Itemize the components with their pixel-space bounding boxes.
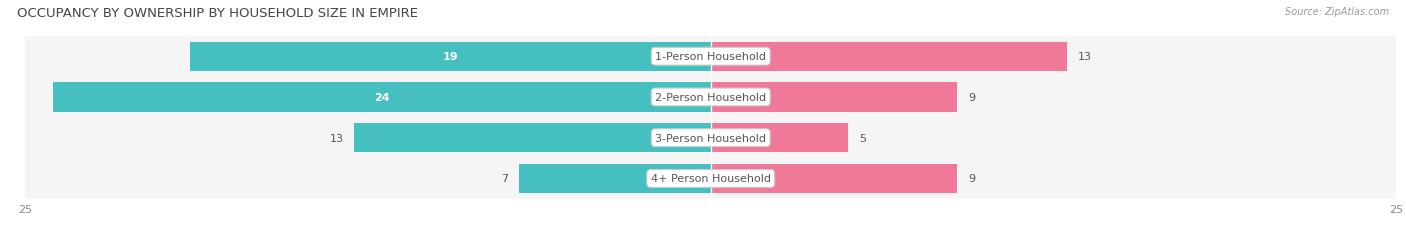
Bar <box>710 83 957 112</box>
Text: 19: 19 <box>443 52 458 62</box>
Bar <box>25 158 1396 199</box>
Bar <box>53 83 710 112</box>
Text: 2-Person Household: 2-Person Household <box>655 93 766 103</box>
Bar <box>354 124 710 153</box>
Bar <box>710 164 957 193</box>
Text: 4+ Person Household: 4+ Person Household <box>651 174 770 184</box>
Text: 3-Person Household: 3-Person Household <box>655 133 766 143</box>
Text: 1-Person Household: 1-Person Household <box>655 52 766 62</box>
Bar <box>190 42 710 72</box>
Text: 5: 5 <box>859 133 866 143</box>
Text: 13: 13 <box>329 133 343 143</box>
Text: 9: 9 <box>969 93 976 103</box>
Bar <box>519 164 710 193</box>
Text: Source: ZipAtlas.com: Source: ZipAtlas.com <box>1285 7 1389 17</box>
Bar <box>25 118 1396 158</box>
Text: 9: 9 <box>969 174 976 184</box>
Text: OCCUPANCY BY OWNERSHIP BY HOUSEHOLD SIZE IN EMPIRE: OCCUPANCY BY OWNERSHIP BY HOUSEHOLD SIZE… <box>17 7 418 20</box>
Text: 24: 24 <box>374 93 389 103</box>
Bar <box>710 42 1067 72</box>
Bar <box>25 77 1396 118</box>
Text: 7: 7 <box>501 174 508 184</box>
Bar <box>25 37 1396 77</box>
Bar <box>710 124 848 153</box>
Text: 13: 13 <box>1078 52 1092 62</box>
